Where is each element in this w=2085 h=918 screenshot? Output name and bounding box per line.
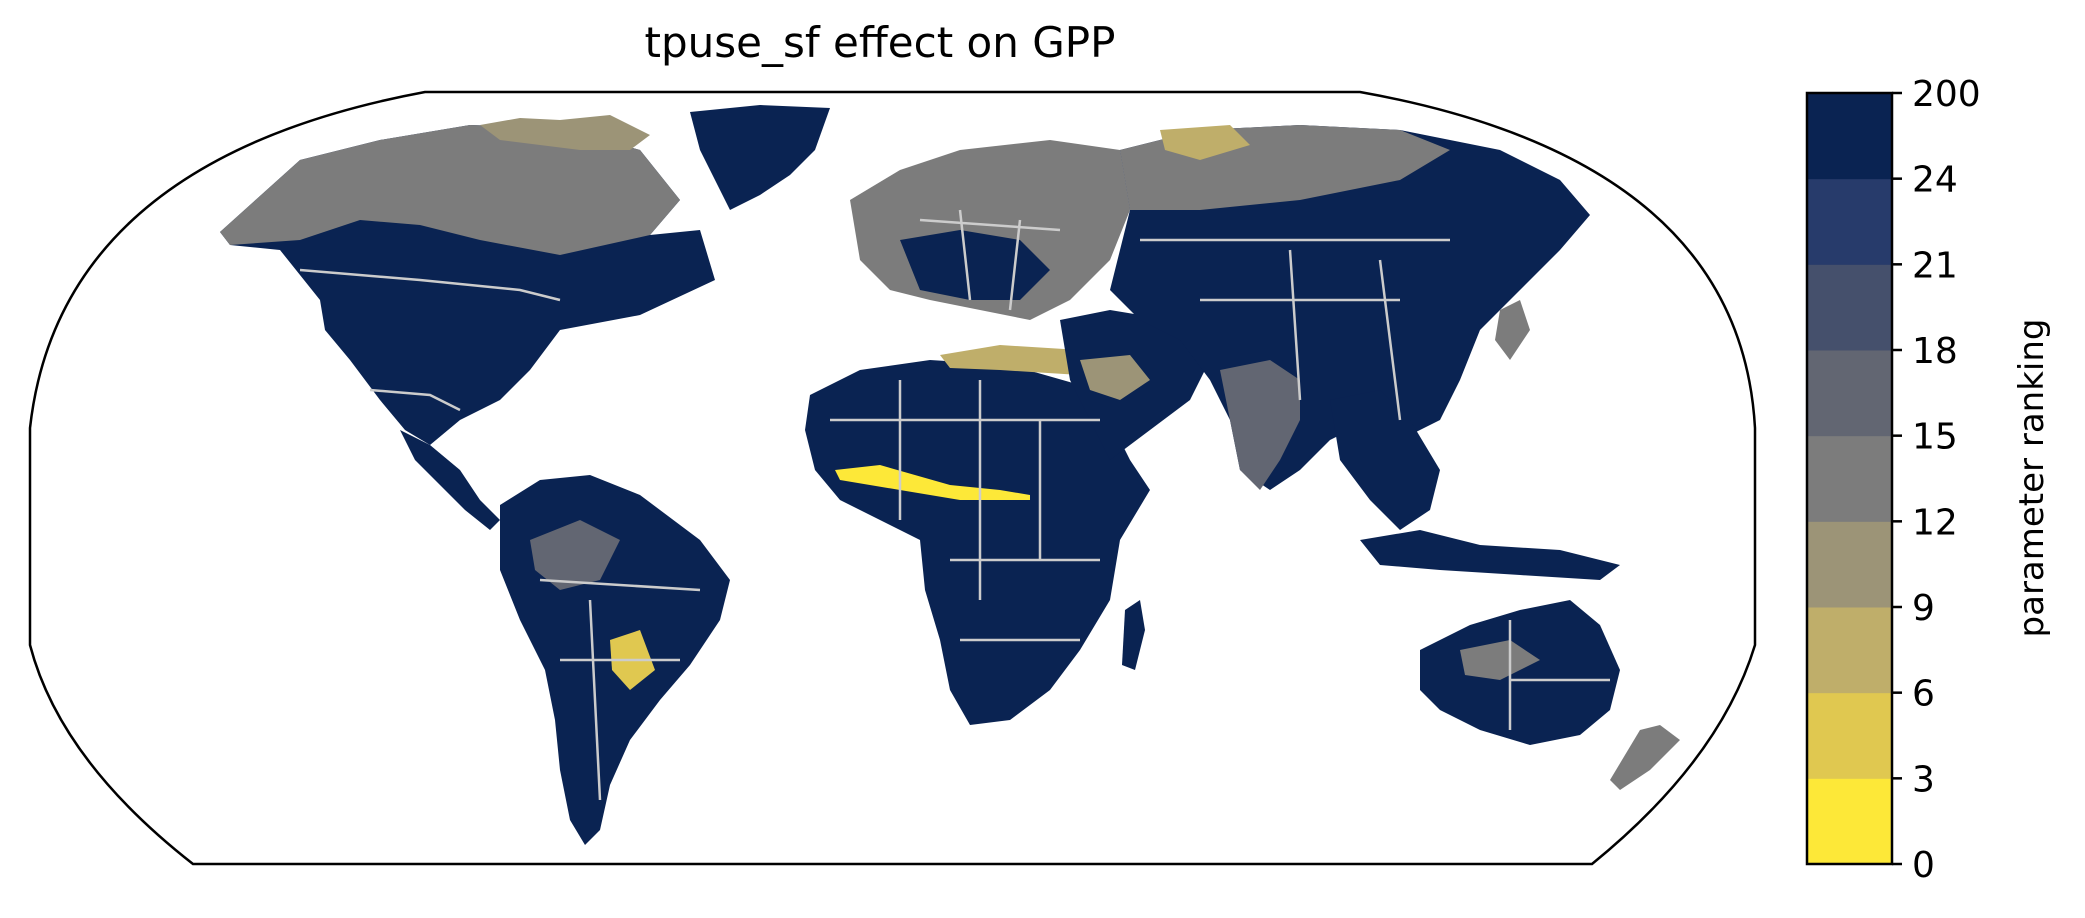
australia-borders xyxy=(1508,620,1610,730)
colorbar-label: parameter ranking xyxy=(2012,319,2052,638)
india-land xyxy=(1220,360,1300,490)
greenland-land xyxy=(690,105,830,210)
africa-land xyxy=(805,360,1150,725)
colorbar-tick-label: 6 xyxy=(1912,674,1935,715)
globe-outline xyxy=(28,90,1757,866)
colorbar-tick-label: 21 xyxy=(1912,245,1958,286)
colorbar-tick-label: 3 xyxy=(1912,759,1935,800)
world-map xyxy=(28,90,1757,866)
europe-borders xyxy=(919,209,1061,311)
madagascar-land xyxy=(1122,600,1145,670)
colorbar-tick-label: 200 xyxy=(1912,74,1981,115)
south-america-borders xyxy=(539,578,701,801)
usa-mexico-border xyxy=(369,388,461,412)
map-title: tpuse_sf effect on GPP xyxy=(644,18,1116,67)
siberia-yellow-patch xyxy=(1160,125,1250,160)
new-zealand-land xyxy=(1610,725,1680,790)
north-america-north-band xyxy=(220,125,680,255)
colorbar-tick-label: 0 xyxy=(1912,845,1935,886)
central-america-land xyxy=(400,430,500,530)
colorbar-ticks: 0 3 6 9 12 15 18 21 24 200 xyxy=(1892,74,1981,886)
colorbar-tick-label: 12 xyxy=(1912,502,1958,543)
australia-gray-patch xyxy=(1460,640,1540,680)
colorbar-swatches xyxy=(1807,93,1892,865)
asia-borders xyxy=(1140,238,1450,421)
colorbar-swatch xyxy=(1807,350,1892,437)
colorbar-swatch xyxy=(1807,778,1892,865)
australia-land xyxy=(1420,600,1620,745)
indonesia-land xyxy=(1360,530,1620,580)
colorbar-swatch xyxy=(1807,521,1892,608)
africa-borders xyxy=(830,380,1100,642)
colorbar-swatch xyxy=(1807,435,1892,522)
border-layer xyxy=(299,209,1610,801)
southeast-asia-land xyxy=(1330,390,1440,530)
colorbar-tick-label: 18 xyxy=(1912,331,1958,372)
colorbar-tick-label: 9 xyxy=(1912,588,1935,629)
colorbar-swatch xyxy=(1807,178,1892,265)
colorbar-tick-label: 15 xyxy=(1912,417,1958,458)
south-america-gray-patch xyxy=(530,520,620,590)
arabia-patch xyxy=(1080,355,1150,400)
colorbar-swatch xyxy=(1807,264,1892,351)
colorbar-swatch xyxy=(1807,607,1892,694)
japan-land xyxy=(1495,300,1530,360)
arctic-islands xyxy=(480,115,650,150)
colorbar-tick-label: 24 xyxy=(1912,160,1958,201)
colorbar-frame xyxy=(1805,91,1894,866)
usa-canada-border xyxy=(299,268,561,302)
colorbar-swatch xyxy=(1807,93,1892,180)
colorbar-swatch xyxy=(1807,692,1892,779)
